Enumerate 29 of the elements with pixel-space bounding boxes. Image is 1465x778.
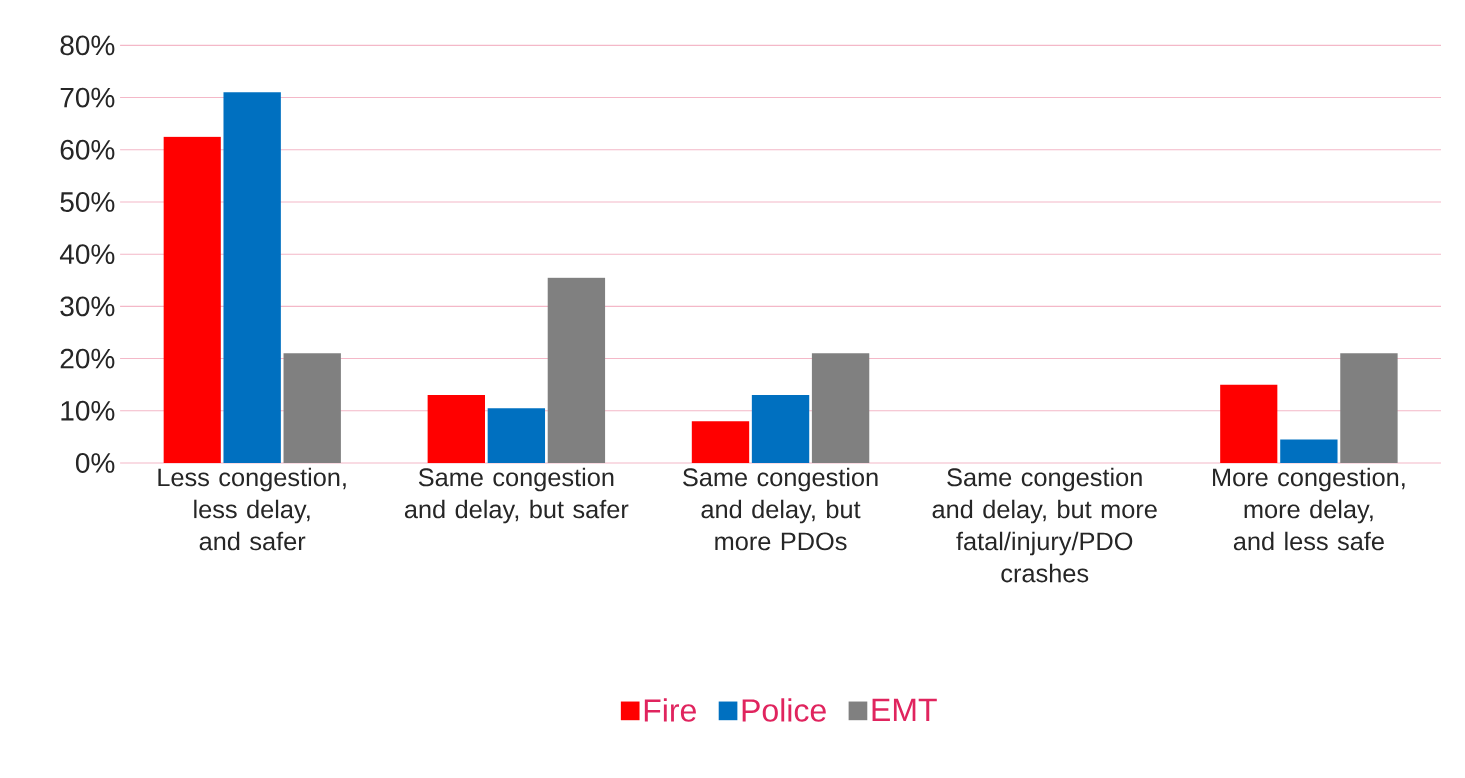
y-tick-label: 30% bbox=[60, 296, 115, 317]
y-tick-label: 50% bbox=[60, 192, 115, 212]
bar bbox=[163, 136, 221, 464]
bar bbox=[811, 353, 870, 464]
y-tick-label: 60% bbox=[60, 139, 115, 160]
bar bbox=[283, 353, 341, 464]
legend-label: EMT bbox=[872, 698, 937, 721]
y-tick-label: 70% bbox=[60, 87, 115, 108]
bar bbox=[547, 277, 606, 464]
x-tick-label: More congestion, more delay, and less safe bbox=[1213, 467, 1405, 551]
y-tick-label: 40% bbox=[59, 244, 115, 265]
bar bbox=[427, 395, 485, 464]
bar bbox=[1340, 353, 1398, 464]
y-tick-label: 80% bbox=[60, 35, 115, 56]
x-tick-label: Same congestion and delay, but more PDOs bbox=[683, 467, 878, 551]
x-tick-label: Same congestion and delay, but safer bbox=[404, 467, 629, 524]
x-tick-label: Less congestion, less delay, and safer bbox=[158, 467, 346, 551]
legend-label: Police bbox=[742, 698, 826, 722]
legend-label: Fire bbox=[644, 698, 696, 722]
bar bbox=[1220, 384, 1278, 464]
bar bbox=[223, 92, 281, 464]
y-tick-label: 10% bbox=[61, 400, 115, 421]
bar bbox=[751, 395, 810, 464]
y-tick-label: 20% bbox=[60, 348, 115, 369]
y-tick-label: 0% bbox=[75, 453, 115, 473]
x-tick-label: Same congestion and delay, but more fatal/injury/PDO crashes bbox=[932, 467, 1157, 583]
bar bbox=[487, 408, 546, 464]
bar bbox=[691, 421, 750, 464]
bar bbox=[1280, 439, 1338, 464]
